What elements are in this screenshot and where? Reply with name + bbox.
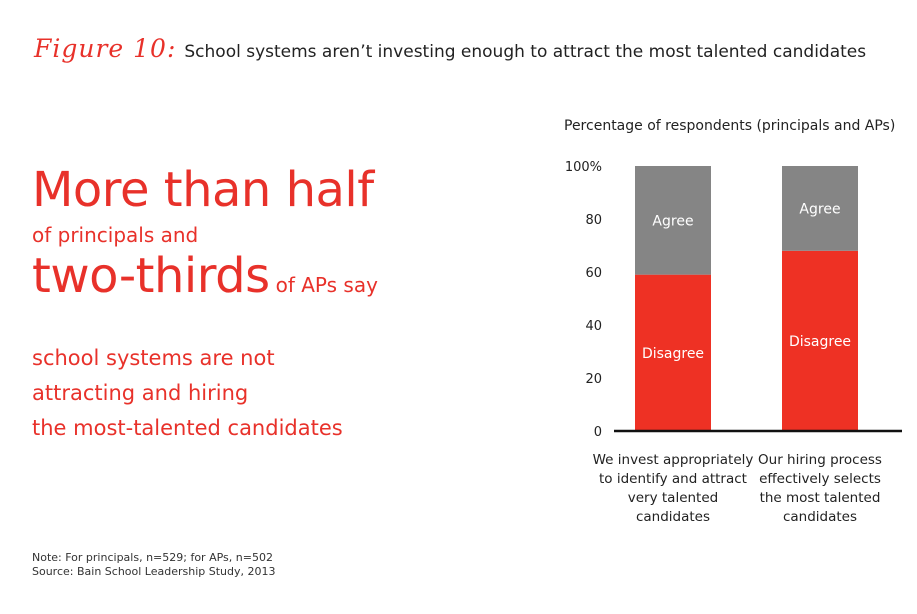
- note-line: Note: For principals, n=529; for APs, n=…: [32, 551, 273, 564]
- category-label: Our hiring process: [758, 452, 882, 468]
- category-label: very talented: [628, 490, 718, 506]
- bar-segment-agree: [782, 166, 858, 251]
- bar-label-disagree: Disagree: [642, 346, 704, 362]
- headline: More than half of principals and two-thi…: [32, 160, 378, 446]
- y-tick-label: 40: [585, 319, 602, 334]
- source-line: Source: Bain School Leadership Study, 20…: [32, 565, 276, 578]
- bar-label-agree: Agree: [799, 201, 840, 217]
- headline-rest-line-2: attracting and hiring: [32, 381, 249, 405]
- category-label: candidates: [783, 509, 857, 525]
- headline-rest: school systems are not attracting and hi…: [32, 341, 378, 446]
- category-label: to identify and attract: [599, 471, 747, 487]
- bar-segment-disagree: [635, 274, 711, 431]
- y-tick-label: 80: [585, 213, 602, 228]
- y-tick-label: 0: [594, 425, 602, 440]
- headline-line-3-big: two-thirds: [32, 248, 270, 304]
- chart-title: Percentage of respondents (principals an…: [564, 118, 896, 134]
- category-label: effectively selects: [759, 471, 881, 487]
- y-tick-label: 100%: [565, 160, 602, 175]
- figure-title-text: School systems aren’t investing enough t…: [184, 42, 867, 62]
- headline-rest-line-3: the most-talented candidates: [32, 416, 343, 440]
- headline-line-3-small: of APs say: [275, 273, 378, 297]
- figure-title: Figure 10: School systems aren’t investi…: [34, 34, 866, 68]
- category-label: We invest appropriately: [593, 452, 754, 468]
- category-label: the most talented: [760, 490, 881, 506]
- bar-segment-agree: [635, 166, 711, 275]
- headline-line-1: More than half: [32, 162, 374, 218]
- y-tick-label: 60: [585, 266, 602, 281]
- figure-label: Figure 10:: [34, 34, 177, 63]
- bar-label-disagree: Disagree: [789, 334, 851, 350]
- y-tick-label: 20: [585, 372, 602, 387]
- headline-rest-line-1: school systems are not: [32, 346, 275, 370]
- footnotes: Note: For principals, n=529; for APs, n=…: [32, 551, 276, 579]
- stacked-bar-chart: 0 20 40 60 80 100% Disagree Agree We invest appr…: [565, 160, 902, 525]
- category-label: candidates: [636, 509, 710, 525]
- headline-line-2: of principals and: [32, 223, 199, 247]
- headline-line-3: two-thirds of APs say: [32, 248, 378, 315]
- bar-label-agree: Agree: [652, 213, 693, 229]
- bar-segment-disagree: [782, 250, 858, 431]
